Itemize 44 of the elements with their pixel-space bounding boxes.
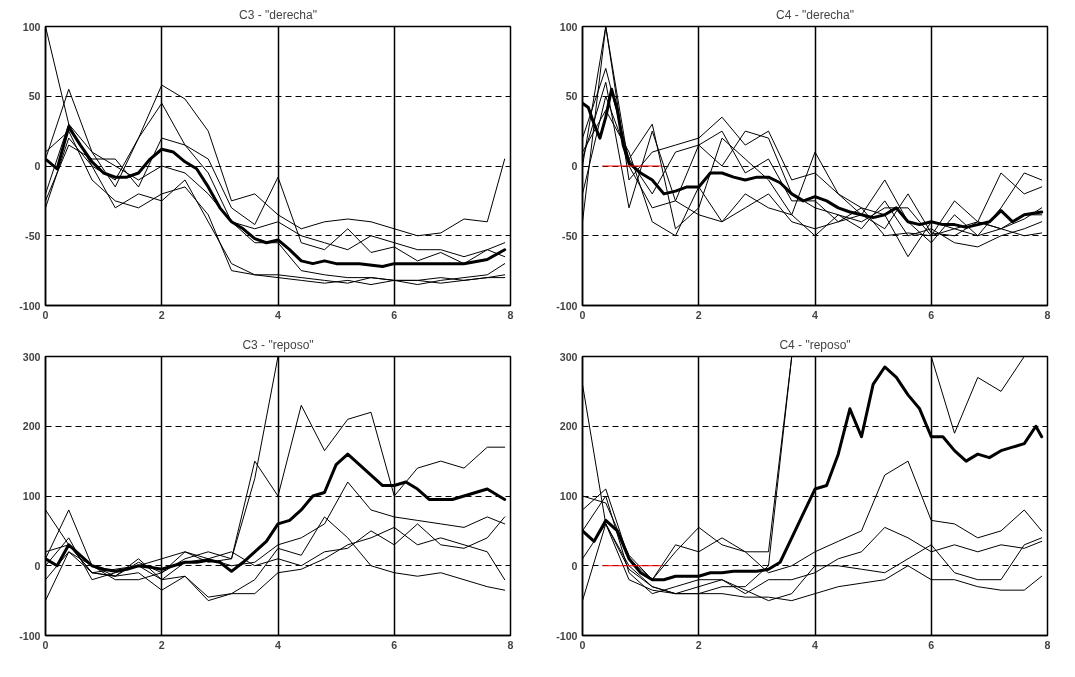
y-tick-label: 100 xyxy=(22,20,41,33)
y-tick-label: -50 xyxy=(562,229,578,242)
x-tick-label: 8 xyxy=(507,308,514,321)
x-tick-label: 4 xyxy=(812,638,819,651)
x-tick-label: 2 xyxy=(158,638,165,651)
x-tick-label: 6 xyxy=(391,308,398,321)
x-tick-label: 6 xyxy=(928,308,935,321)
y-tick-label: 100 xyxy=(559,20,578,33)
chart-title: C3 - "reposo" xyxy=(242,337,314,352)
x-tick-label: 0 xyxy=(579,308,586,321)
y-tick-label: 0 xyxy=(571,160,578,172)
x-tick-label: 8 xyxy=(1044,638,1051,651)
y-tick-label: 50 xyxy=(28,90,41,103)
y-tick-label: 0 xyxy=(34,160,41,172)
x-tick-label: 6 xyxy=(928,638,935,651)
x-tick-label: 8 xyxy=(1044,308,1051,321)
y-tick-label: -100 xyxy=(556,299,578,312)
y-tick-label: 200 xyxy=(559,420,578,433)
y-tick-label: 100 xyxy=(559,490,578,502)
y-tick-label: 300 xyxy=(559,350,578,363)
chart-title: C4 - "reposo" xyxy=(779,337,851,352)
y-tick-label: -100 xyxy=(19,299,41,312)
y-tick-label: 200 xyxy=(22,420,41,433)
chart-title: C4 - "derecha" xyxy=(776,7,854,22)
y-tick-label: 50 xyxy=(565,90,578,103)
chart-title: C3 - "derecha" xyxy=(239,7,317,22)
x-tick-label: 2 xyxy=(158,308,165,321)
x-tick-label: 6 xyxy=(391,638,398,651)
x-tick-label: 4 xyxy=(275,308,282,321)
y-tick-label: -100 xyxy=(556,629,578,642)
x-tick-label: 2 xyxy=(695,308,702,321)
x-tick-label: 4 xyxy=(812,308,819,321)
y-tick-label: 300 xyxy=(22,350,41,363)
x-tick-label: 4 xyxy=(275,638,282,651)
x-tick-label: 0 xyxy=(42,308,49,321)
x-tick-label: 2 xyxy=(695,638,702,651)
x-tick-label: 8 xyxy=(507,638,514,651)
y-tick-label: -50 xyxy=(25,229,41,242)
y-tick-label: 0 xyxy=(571,559,578,572)
y-tick-label: 0 xyxy=(34,559,41,572)
x-tick-label: 0 xyxy=(42,638,49,651)
x-tick-label: 0 xyxy=(579,638,586,651)
y-tick-label: -100 xyxy=(19,629,41,642)
y-tick-label: 100 xyxy=(22,490,41,502)
